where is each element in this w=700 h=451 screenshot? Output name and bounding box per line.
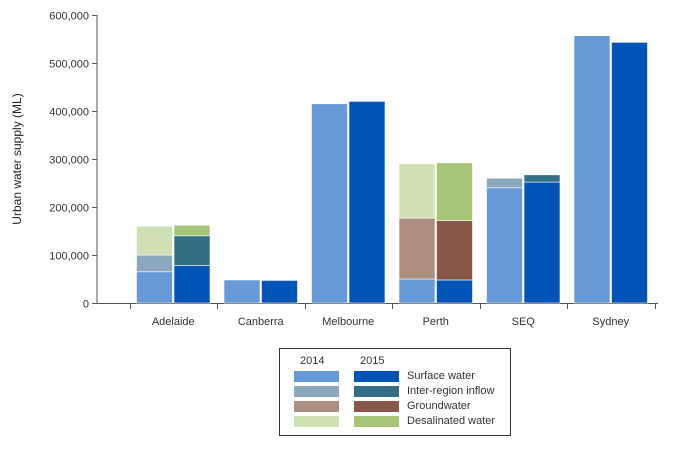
bar-perth-2015-surface-water xyxy=(436,279,473,304)
bar-perth-2014-surface-water xyxy=(398,278,436,304)
y-tick-label: 600,000 xyxy=(49,11,89,23)
y-tick-label: 0 xyxy=(83,299,89,311)
legend-item-surface-water: Surface water xyxy=(280,370,510,383)
bar-seq-2015-surface-water xyxy=(523,181,561,304)
bar-seq-2014-surface-water xyxy=(486,187,523,304)
legend-header-2014: 2014 xyxy=(300,355,325,367)
legend-swatch-2015 xyxy=(354,371,399,382)
bar-sydney-2015-surface-water xyxy=(611,42,648,304)
bar-canberra-2015-surface-water xyxy=(261,280,298,304)
legend-label: Groundwater xyxy=(407,400,471,412)
x-tick-label: Perth xyxy=(423,316,449,328)
bar-seq-2015-inter-region-inflow xyxy=(523,174,561,183)
y-tick-label: 300,000 xyxy=(49,155,89,167)
legend-label: Inter-region inflow xyxy=(407,385,495,397)
y-tick-label: 500,000 xyxy=(49,59,89,71)
x-tick-label: Melbourne xyxy=(322,316,374,328)
bar-chart: 0 100,000 200,000 300,000 400,000 500,000 600,… xyxy=(10,11,658,328)
bar-adelaide-2014-desalinated-water xyxy=(136,225,173,256)
y-axis: 0 100,000 200,000 300,000 400,000 500,000 600,… xyxy=(49,11,98,311)
bar-melbourne-2014-surface-water xyxy=(311,103,348,304)
bar-canberra-2014-surface-water xyxy=(223,279,261,304)
legend-label: Desalinated water xyxy=(407,415,496,427)
legend-header-2015: 2015 xyxy=(360,355,385,367)
legend-item-desalinated-water: Desalinated water xyxy=(280,415,510,428)
x-tick-label: Sydney xyxy=(592,316,629,328)
x-tick-label: Canberra xyxy=(238,316,285,328)
x-tick-label: Adelaide xyxy=(152,316,195,328)
chart-area: 0 100,000 200,000 300,000 400,000 500,000 600,… xyxy=(10,11,658,328)
x-axis: Adelaide Canberra Melbourne Perth SEQ Sydney xyxy=(97,303,658,328)
bar-seq-2014-inter-region-inflow xyxy=(486,177,523,189)
bar-perth-2014-groundwater xyxy=(398,217,436,280)
legend-swatch-2014 xyxy=(294,401,339,412)
legend-item-inter-region-inflow: Inter-region inflow xyxy=(280,385,510,398)
bar-adelaide-2015-inter-region-inflow xyxy=(173,235,211,266)
legend-swatch-2014 xyxy=(294,371,339,382)
y-axis-title: Urban water supply (ML) xyxy=(10,93,24,224)
bar-sydney-2014-surface-water xyxy=(573,35,611,304)
y-tick-label: 400,000 xyxy=(49,107,89,119)
legend-swatch-2014 xyxy=(294,416,339,427)
legend-label: Surface water xyxy=(407,370,475,382)
legend-swatch-2015 xyxy=(354,401,399,412)
y-tick-label: 200,000 xyxy=(49,203,89,215)
x-tick-label: SEQ xyxy=(512,316,536,328)
bar-melbourne-2015-surface-water xyxy=(348,101,386,304)
bar-perth-2015-desalinated-water xyxy=(436,162,473,221)
bar-perth-2014-desalinated-water xyxy=(398,163,436,219)
bar-adelaide-2014-inter-region-inflow xyxy=(136,254,173,273)
bar-adelaide-2015-desalinated-water xyxy=(173,224,211,237)
legend-item-groundwater: Groundwater xyxy=(280,400,510,413)
bars xyxy=(136,35,648,304)
bar-adelaide-2015-surface-water xyxy=(173,265,211,304)
y-tick-label: 100,000 xyxy=(49,251,89,263)
legend: 2014 2015 Surface water Inter-region inf… xyxy=(279,348,511,436)
legend-swatch-2015 xyxy=(354,416,399,427)
legend-swatch-2014 xyxy=(294,386,339,397)
bar-perth-2015-groundwater xyxy=(436,220,473,281)
legend-swatch-2015 xyxy=(354,386,399,397)
bar-adelaide-2014-surface-water xyxy=(136,271,173,304)
